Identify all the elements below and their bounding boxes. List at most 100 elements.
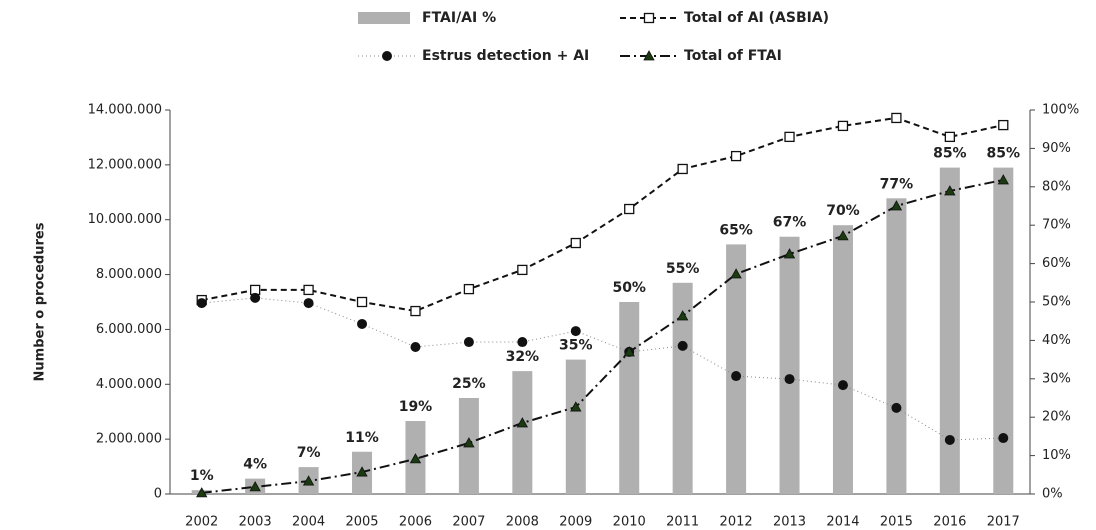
- marker: [463, 337, 474, 348]
- data-label: 4%: [243, 457, 267, 473]
- bar: [619, 302, 640, 494]
- x-tick-label: 2016: [933, 515, 966, 530]
- marker: [302, 475, 315, 486]
- marker: [944, 434, 955, 445]
- marker: [784, 374, 795, 385]
- line: [201, 116, 1004, 313]
- marker: [463, 437, 475, 448]
- y-tick-label: 0: [154, 487, 162, 502]
- marker: [570, 237, 581, 249]
- data-label: 70%: [826, 203, 860, 219]
- y2-tick-label: 40%: [1042, 333, 1071, 348]
- legend-label: Total of FTAI: [684, 48, 782, 64]
- data-label: 19%: [399, 399, 433, 415]
- legend-marker: [643, 50, 655, 61]
- data-label: 77%: [880, 176, 914, 192]
- x-tick-label: 2010: [613, 515, 646, 530]
- y2-tick-label: 90%: [1042, 141, 1071, 156]
- marker: [196, 487, 208, 498]
- data-label: 50%: [612, 280, 646, 296]
- y2-tick-label: 50%: [1042, 295, 1071, 310]
- y-tick-label: 10.000.000: [88, 212, 162, 227]
- x-tick-label: 2002: [185, 515, 218, 530]
- marker: [784, 131, 795, 143]
- y-tick-label: 8.000.000: [96, 267, 162, 282]
- marker: [730, 268, 742, 279]
- x-tick-label: 2005: [345, 515, 378, 530]
- bar: [832, 225, 853, 494]
- marker: [517, 337, 528, 348]
- legend-marker: [382, 51, 392, 61]
- marker: [410, 305, 421, 317]
- marker: [196, 298, 207, 309]
- data-label: 67%: [773, 215, 807, 231]
- y-axis-label: Number o procedures: [33, 222, 48, 381]
- legend-label: FTAI/AI %: [422, 10, 496, 26]
- data-label: 85%: [987, 146, 1021, 162]
- marker: [410, 341, 421, 352]
- legend-label: Total of AI (ASBIA): [684, 10, 829, 26]
- marker: [303, 284, 314, 296]
- data-label: 65%: [719, 222, 753, 238]
- data-label: 7%: [297, 445, 321, 461]
- x-tick-label: 2009: [559, 515, 592, 530]
- marker: [356, 296, 368, 308]
- bar: [939, 167, 960, 494]
- legend-marker: [643, 12, 655, 24]
- line: [201, 297, 1004, 441]
- x-tick-label: 2013: [773, 515, 806, 530]
- marker: [303, 298, 314, 309]
- x-tick-label: 2004: [292, 515, 325, 530]
- y2-tick-label: 10%: [1042, 448, 1071, 463]
- marker: [570, 401, 582, 412]
- legend-label: Estrus detection + AI: [422, 48, 589, 64]
- marker: [890, 200, 903, 211]
- y2-tick-label: 60%: [1042, 256, 1071, 271]
- y2-tick-label: 80%: [1042, 179, 1071, 194]
- marker: [624, 203, 635, 215]
- marker: [676, 310, 689, 321]
- marker: [677, 163, 688, 175]
- data-label: 11%: [345, 430, 379, 446]
- marker: [731, 371, 742, 382]
- marker: [250, 292, 261, 303]
- bar: [779, 236, 800, 494]
- data-label: 35%: [559, 338, 593, 354]
- y-tick-label: 12.000.000: [88, 157, 162, 172]
- marker: [356, 466, 368, 477]
- marker: [837, 120, 849, 132]
- marker: [837, 380, 848, 391]
- bar: [672, 282, 693, 494]
- y-tick-label: 14.000.000: [88, 103, 162, 118]
- marker: [570, 326, 581, 337]
- x-tick-label: 2017: [987, 515, 1020, 530]
- marker: [944, 185, 956, 196]
- marker: [783, 248, 796, 259]
- marker: [357, 318, 368, 329]
- marker: [249, 481, 261, 492]
- bar: [726, 244, 747, 494]
- x-tick-label: 2008: [506, 515, 539, 530]
- y2-tick-label: 0%: [1042, 487, 1063, 502]
- bar: [565, 359, 586, 494]
- y2-tick-label: 20%: [1042, 410, 1071, 425]
- data-label: 25%: [452, 376, 486, 392]
- bar: [512, 371, 533, 494]
- marker: [998, 433, 1009, 444]
- y-tick-label: 4.000.000: [96, 377, 162, 392]
- marker: [516, 417, 529, 428]
- y2-tick-label: 30%: [1042, 371, 1071, 386]
- marker: [891, 402, 902, 413]
- marker: [677, 340, 688, 351]
- data-label: 55%: [666, 261, 700, 277]
- y2-tick-label: 100%: [1042, 103, 1079, 118]
- data-label: 1%: [190, 468, 214, 484]
- data-label: 85%: [933, 146, 967, 162]
- legend-swatch: [358, 12, 410, 24]
- marker: [891, 112, 902, 124]
- marker: [463, 283, 475, 295]
- x-tick-label: 2007: [452, 515, 485, 530]
- bar: [993, 167, 1014, 494]
- x-tick-label: 2012: [720, 515, 753, 530]
